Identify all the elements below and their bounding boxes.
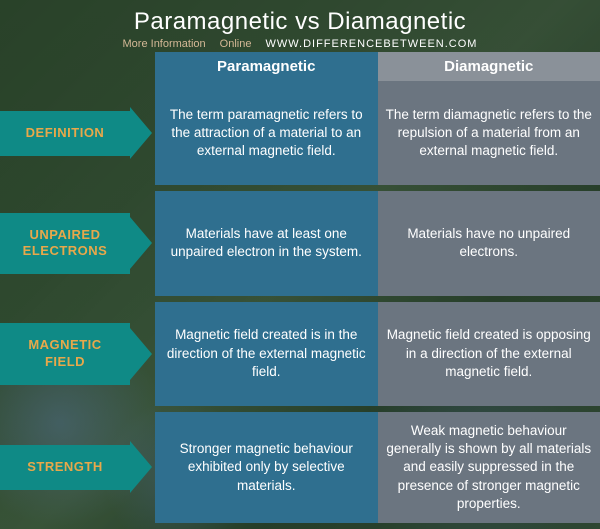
- row-label-wrap: MAGNETIC FIELD: [0, 302, 155, 406]
- cell-diamagnetic: Weak magnetic behaviour generally is sho…: [378, 412, 600, 523]
- row-label-wrap: STRENGTH: [0, 412, 155, 523]
- cell-paramagnetic: The term paramagnetic refers to the attr…: [155, 81, 378, 185]
- comparison-container: Paramagnetic vs Diamagnetic More Informa…: [0, 0, 600, 529]
- source-url: WWW.DIFFERENCEBETWEEN.COM: [265, 38, 477, 50]
- row-label-definition: DEFINITION: [0, 111, 130, 156]
- page-title: Paramagnetic vs Diamagnetic: [0, 8, 600, 36]
- cell-paramagnetic: Materials have at least one unpaired ele…: [155, 191, 378, 295]
- header: Paramagnetic vs Diamagnetic More Informa…: [0, 0, 600, 52]
- column-headers: Paramagnetic Diamagnetic: [155, 52, 600, 81]
- cell-diamagnetic: Magnetic field created is opposing in a …: [378, 302, 600, 406]
- chevron-right-icon: [130, 217, 152, 269]
- row-label-unpaired-electrons: UNPAIRED ELECTRONS: [0, 213, 130, 275]
- more-info-label: More Information: [123, 38, 206, 50]
- cell-diamagnetic: Materials have no unpaired electrons.: [378, 191, 600, 295]
- chevron-right-icon: [130, 441, 152, 493]
- chevron-right-icon: [130, 328, 152, 380]
- chevron-right-icon: [130, 107, 152, 159]
- col-header-diamagnetic: Diamagnetic: [378, 52, 600, 81]
- cell-diamagnetic: The term diamagnetic refers to the repul…: [378, 81, 600, 185]
- table-row: DEFINITION The term paramagnetic refers …: [0, 81, 600, 185]
- table-row: UNPAIRED ELECTRONS Materials have at lea…: [0, 191, 600, 295]
- cell-paramagnetic: Magnetic field created is in the directi…: [155, 302, 378, 406]
- row-label-magnetic-field: MAGNETIC FIELD: [0, 323, 130, 385]
- row-label-wrap: UNPAIRED ELECTRONS: [0, 191, 155, 295]
- row-label-strength: STRENGTH: [0, 445, 130, 490]
- online-label: Online: [220, 38, 252, 50]
- rows: DEFINITION The term paramagnetic refers …: [0, 81, 600, 529]
- table-row: MAGNETIC FIELD Magnetic field created is…: [0, 302, 600, 406]
- subtitle-row: More Information Online WWW.DIFFERENCEBE…: [0, 38, 600, 50]
- table-row: STRENGTH Stronger magnetic behaviour exh…: [0, 412, 600, 523]
- cell-paramagnetic: Stronger magnetic behaviour exhibited on…: [155, 412, 378, 523]
- row-label-wrap: DEFINITION: [0, 81, 155, 185]
- col-header-paramagnetic: Paramagnetic: [155, 52, 378, 81]
